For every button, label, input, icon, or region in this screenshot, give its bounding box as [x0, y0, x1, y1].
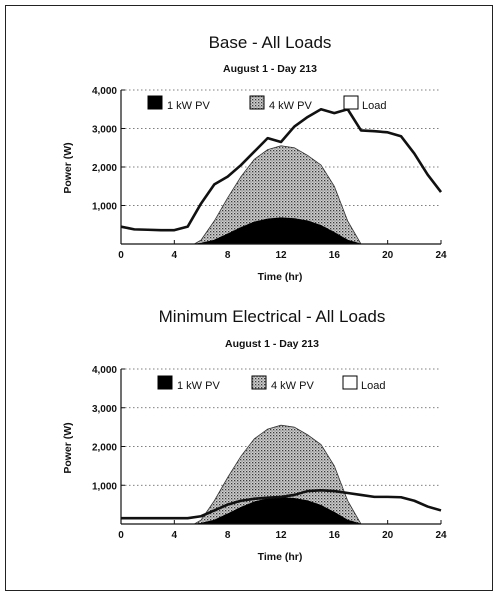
- legend-swatch-load: [343, 95, 359, 110]
- chart-title: Minimum Electrical - All Loads: [159, 307, 386, 326]
- chart-subtitle: August 1 - Day 213: [225, 338, 319, 350]
- legend-label-4kw: 4 kW PV: [271, 380, 314, 392]
- legend-swatch-1kw: [147, 95, 163, 110]
- y-tick-label: 2,000: [92, 163, 117, 174]
- y-tick-label: 2,000: [92, 443, 117, 454]
- series-load-line: [121, 488, 442, 520]
- plot-area: 4,000 3,000 2,000 1,000 0 4 8 12 16 20 24: [92, 86, 447, 261]
- x-tick-label: 8: [225, 250, 231, 261]
- y-tick-label: 1,000: [92, 481, 117, 492]
- y-axis-label: Power (W): [62, 422, 74, 473]
- x-tick-label: 12: [275, 530, 287, 541]
- figure-frame: [5, 5, 493, 591]
- chart-base-all-loads: Base - All Loads August 1 - Day 213 Time…: [62, 33, 447, 283]
- x-tick-label: 4: [172, 530, 178, 541]
- legend-label-4kw: 4 kW PV: [269, 100, 312, 112]
- y-axis-label: Power (W): [62, 142, 74, 193]
- chart-minimum-electrical-all-loads: Minimum Electrical - All Loads August 1 …: [62, 307, 447, 563]
- y-tick-label: 4,000: [92, 365, 117, 376]
- plot-area: 4,000 3,000 2,000 1,000 0 4 8 12 16 20 24: [92, 365, 447, 541]
- x-tick-label: 24: [435, 530, 447, 541]
- x-tick-label: 16: [329, 530, 341, 541]
- x-axis-label: Time (hr): [258, 551, 303, 563]
- y-tick-label: 1,000: [92, 202, 117, 213]
- x-tick-label: 4: [172, 250, 178, 261]
- x-tick-label: 12: [275, 250, 287, 261]
- y-tick-label: 3,000: [92, 125, 117, 136]
- x-tick-label: 8: [225, 530, 231, 541]
- series-1kw-pv-area: [194, 217, 362, 245]
- legend-swatch-1kw: [157, 375, 173, 390]
- x-tick-label: 0: [118, 530, 124, 541]
- x-tick-label: 20: [382, 250, 394, 261]
- chart-title: Base - All Loads: [209, 33, 332, 52]
- legend-label-load: Load: [362, 100, 386, 112]
- x-axis-label: Time (hr): [258, 271, 303, 283]
- legend-swatch-4kw: [249, 95, 265, 110]
- legend-label-load: Load: [361, 380, 385, 392]
- legend-label-1kw: 1 kW PV: [177, 380, 220, 392]
- legend-label-1kw: 1 kW PV: [167, 100, 210, 112]
- x-tick-label: 16: [329, 250, 341, 261]
- legend: 1 kW PV 4 kW PV Load: [147, 95, 386, 112]
- x-tick-label: 20: [382, 530, 394, 541]
- chart-subtitle: August 1 - Day 213: [223, 63, 317, 75]
- y-tick-label: 4,000: [92, 86, 117, 97]
- series-4kw-pv-area: [192, 145, 362, 245]
- x-tick-label: 0: [118, 250, 124, 261]
- legend-swatch-4kw: [251, 375, 267, 390]
- series-load-line: [120, 107, 443, 232]
- legend: 1 kW PV 4 kW PV Load: [157, 375, 385, 392]
- series-4kw-pv-area: [192, 424, 362, 525]
- y-tick-label: 3,000: [92, 404, 117, 415]
- legend-swatch-load: [342, 375, 358, 390]
- x-tick-label: 24: [435, 250, 447, 261]
